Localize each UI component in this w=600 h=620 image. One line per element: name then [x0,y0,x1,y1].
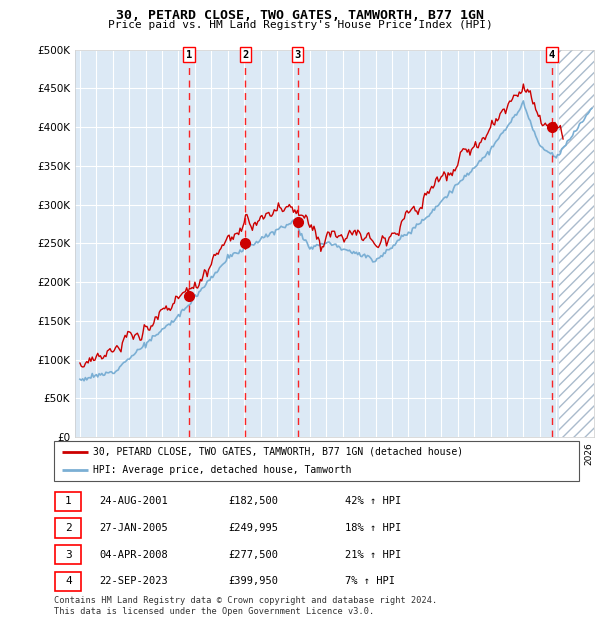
Text: 24-AUG-2001: 24-AUG-2001 [99,496,168,507]
Text: Contains HM Land Registry data © Crown copyright and database right 2024.
This d: Contains HM Land Registry data © Crown c… [54,596,437,616]
Text: 18% ↑ HPI: 18% ↑ HPI [345,523,401,533]
Text: 1: 1 [186,50,192,60]
Text: 4: 4 [548,50,555,60]
Text: 30, PETARD CLOSE, TWO GATES, TAMWORTH, B77 1GN: 30, PETARD CLOSE, TWO GATES, TAMWORTH, B… [116,9,484,22]
Text: 04-APR-2008: 04-APR-2008 [99,549,168,560]
Text: 42% ↑ HPI: 42% ↑ HPI [345,496,401,507]
Text: 7% ↑ HPI: 7% ↑ HPI [345,576,395,587]
Bar [559,50,594,437]
Text: 3: 3 [295,50,301,60]
Bar [559,50,594,437]
FancyBboxPatch shape [55,572,82,591]
Text: £277,500: £277,500 [228,549,278,560]
Text: 21% ↑ HPI: 21% ↑ HPI [345,549,401,560]
Text: 22-SEP-2023: 22-SEP-2023 [99,576,168,587]
FancyBboxPatch shape [55,545,82,564]
Text: 4: 4 [65,576,72,587]
Text: 27-JAN-2005: 27-JAN-2005 [99,523,168,533]
Text: 2: 2 [65,523,72,533]
Text: 2: 2 [242,50,248,60]
Text: Price paid vs. HM Land Registry's House Price Index (HPI): Price paid vs. HM Land Registry's House … [107,20,493,30]
Text: HPI: Average price, detached house, Tamworth: HPI: Average price, detached house, Tamw… [94,465,352,475]
Bar [559,50,594,437]
Text: £249,995: £249,995 [228,523,278,533]
FancyBboxPatch shape [55,518,82,538]
Text: 3: 3 [65,549,72,560]
Text: 1: 1 [65,496,72,507]
Text: 30, PETARD CLOSE, TWO GATES, TAMWORTH, B77 1GN (detached house): 30, PETARD CLOSE, TWO GATES, TAMWORTH, B… [94,447,464,457]
Text: £399,950: £399,950 [228,576,278,587]
FancyBboxPatch shape [54,441,579,481]
FancyBboxPatch shape [55,492,82,511]
Text: £182,500: £182,500 [228,496,278,507]
